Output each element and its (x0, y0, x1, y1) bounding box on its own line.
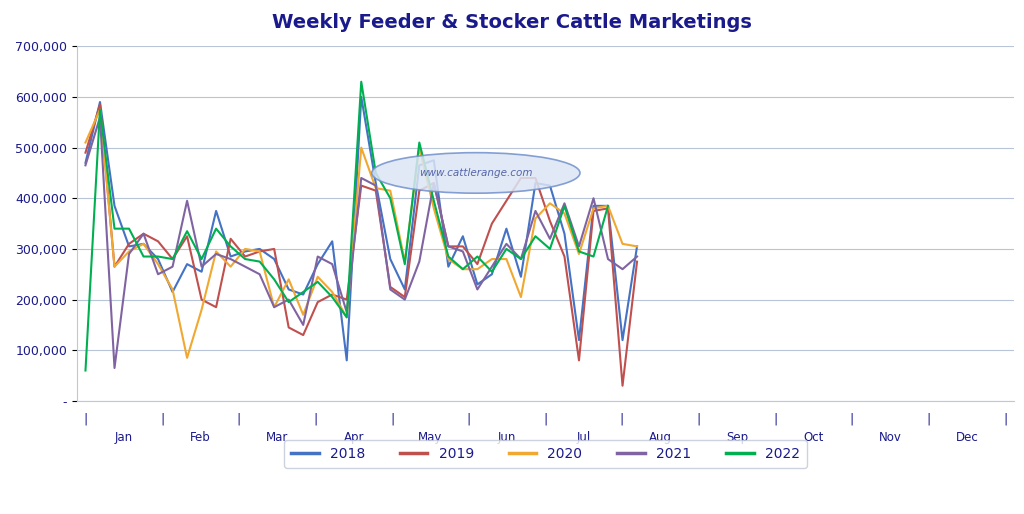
Text: |: | (83, 412, 88, 425)
Legend: 2018, 2019, 2020, 2021, 2022: 2018, 2019, 2020, 2021, 2022 (284, 440, 807, 468)
Text: |: | (237, 412, 241, 425)
Text: |: | (1002, 412, 1008, 425)
Text: Jan: Jan (115, 431, 133, 445)
Text: Apr: Apr (343, 431, 364, 445)
Text: www.cattlerange.com: www.cattlerange.com (419, 168, 532, 178)
Text: |: | (773, 412, 777, 425)
Text: Jun: Jun (498, 431, 516, 445)
Text: Oct: Oct (803, 431, 823, 445)
Text: Weekly Feeder & Stocker Cattle Marketings: Weekly Feeder & Stocker Cattle Marketing… (272, 13, 752, 32)
Text: Sep: Sep (726, 431, 748, 445)
Text: |: | (313, 412, 317, 425)
Text: Nov: Nov (879, 431, 901, 445)
Text: Aug: Aug (649, 431, 672, 445)
Text: Feb: Feb (190, 431, 211, 445)
Text: |: | (390, 412, 394, 425)
Text: Jul: Jul (577, 431, 591, 445)
Ellipse shape (372, 153, 580, 193)
Text: |: | (543, 412, 548, 425)
Text: |: | (850, 412, 854, 425)
Text: May: May (418, 431, 442, 445)
Text: |: | (696, 412, 700, 425)
Text: Dec: Dec (955, 431, 978, 445)
Text: |: | (620, 412, 624, 425)
Text: |: | (467, 412, 471, 425)
Text: |: | (160, 412, 164, 425)
Text: |: | (927, 412, 931, 425)
Text: Mar: Mar (266, 431, 288, 445)
